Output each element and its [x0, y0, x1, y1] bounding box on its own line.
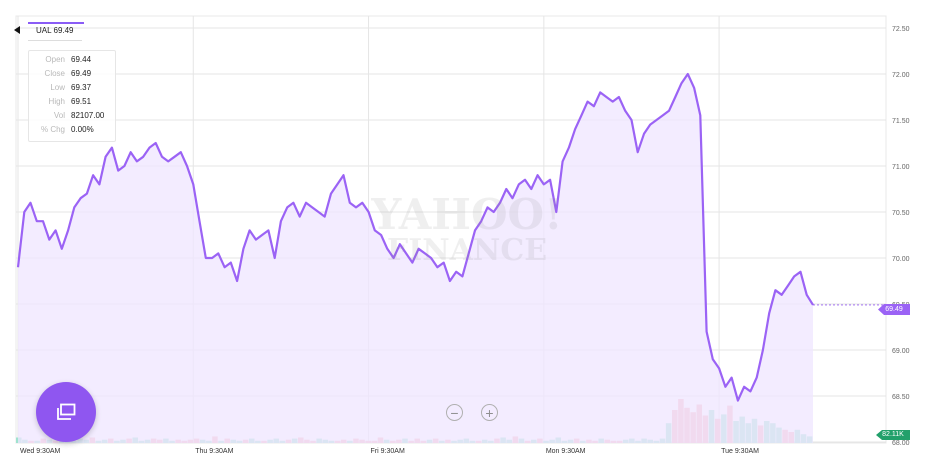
- overlay-windows-icon: [57, 403, 76, 420]
- x-tick-label: Thu 9:30AM: [195, 448, 233, 455]
- y-tick-label: 72.50: [892, 26, 910, 33]
- legend-value: 0.00%: [71, 125, 94, 134]
- legend-key: Close: [44, 69, 65, 78]
- ticker-tab[interactable]: UAL 69.49: [28, 22, 82, 41]
- legend-key: High: [48, 97, 65, 106]
- legend-row-chg: % Chg 0.00%: [29, 125, 115, 139]
- y-tick-label: 71.50: [892, 118, 910, 125]
- legend-row-vol: Vol 82107.00: [29, 111, 115, 125]
- legend-row-close: Close 69.49: [29, 69, 115, 83]
- y-tick-label: 70.00: [892, 256, 910, 263]
- legend-key: % Chg: [40, 125, 65, 134]
- y-tick-label: 71.00: [892, 164, 910, 171]
- legend-row-open: Open 69.44: [29, 55, 115, 69]
- legend-row-low: Low 69.37: [29, 83, 115, 97]
- y-tick-label: 68.50: [892, 394, 910, 401]
- legend-row-high: High 69.51: [29, 97, 115, 111]
- legend-value: 69.49: [71, 69, 92, 78]
- legend-key: Open: [45, 55, 65, 64]
- legend-key: Low: [50, 83, 65, 92]
- x-tick-label: Wed 9:30AM: [20, 448, 61, 455]
- legend-value: 69.51: [71, 97, 92, 106]
- x-tick-label: Mon 9:30AM: [546, 448, 586, 455]
- y-tick-label: 72.00: [892, 72, 910, 79]
- legend-value: 69.37: [71, 83, 92, 92]
- y-tick-label: 70.50: [892, 210, 910, 217]
- fullscreen-button[interactable]: [36, 382, 96, 442]
- price-line: [16, 72, 814, 402]
- legend-value: 82107.00: [71, 111, 105, 120]
- tab-indicator: [28, 22, 84, 24]
- y-tick-label: 68.00: [892, 440, 910, 447]
- legend-value: 69.44: [71, 55, 92, 64]
- x-tick-label: Tue 9:30AM: [721, 448, 759, 455]
- yahoo-finance-watermark: YAHOO! FINANCE: [352, 194, 582, 266]
- back-arrow-icon[interactable]: [14, 26, 20, 34]
- legend-key: Vol: [53, 111, 65, 120]
- watermark-line2: FINANCE: [386, 233, 548, 268]
- watermark-line1: YAHOO!: [371, 190, 563, 239]
- price-area: [18, 74, 813, 443]
- y-tick-label: 69.00: [892, 348, 910, 355]
- zoom-out-button[interactable]: −: [446, 404, 463, 421]
- zoom-in-button[interactable]: +: [481, 404, 498, 421]
- ohlc-legend: Open 69.44 Close 69.49 Low 69.37 High 69…: [28, 50, 116, 142]
- x-tick-label: Fri 9:30AM: [371, 448, 405, 455]
- last-volume-tag: 82.11K: [876, 430, 910, 440]
- last-price-tag: 69.49: [878, 304, 910, 315]
